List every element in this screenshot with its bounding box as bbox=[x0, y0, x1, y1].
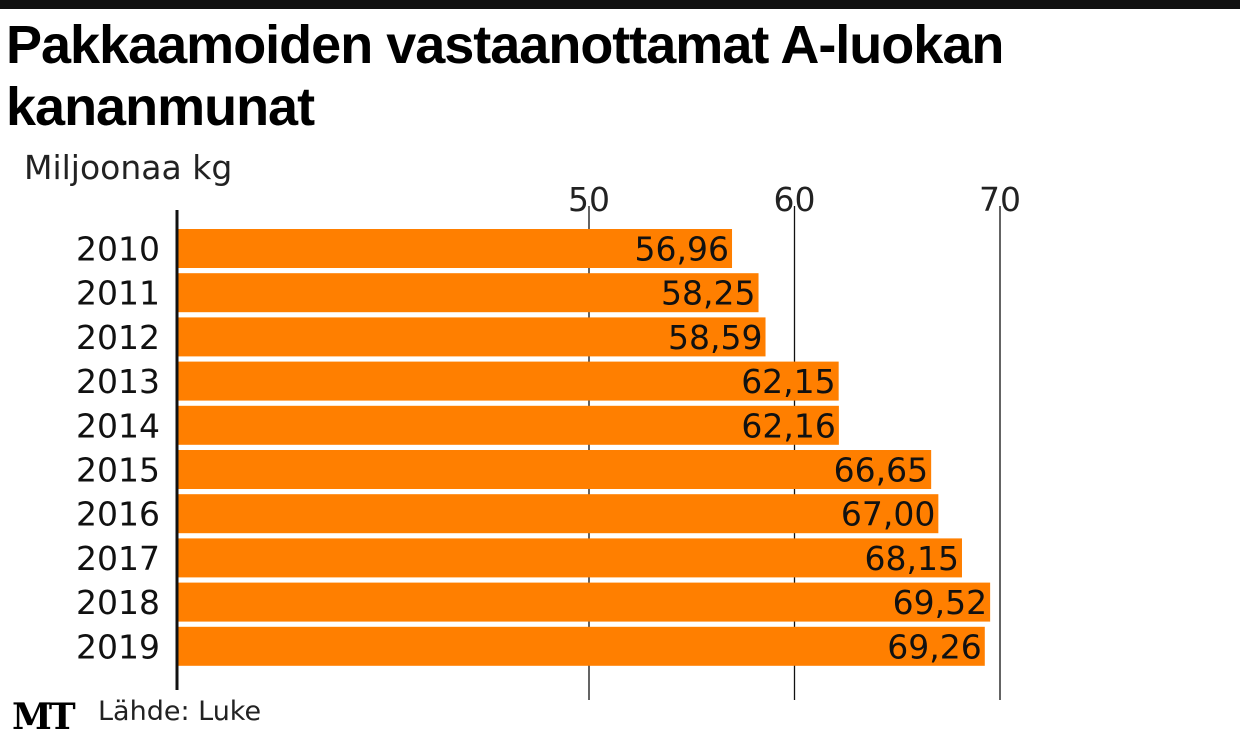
bar-2015 bbox=[178, 450, 932, 489]
category-label: 2018 bbox=[76, 583, 160, 622]
bar-2018 bbox=[178, 582, 991, 622]
bar-2016 bbox=[178, 494, 939, 534]
bars bbox=[178, 229, 991, 666]
category-label: 2017 bbox=[76, 539, 160, 578]
mt-logo: MT bbox=[12, 696, 76, 738]
chart-title: Pakkaamoiden vastaanottamat A-luokan kan… bbox=[6, 15, 1004, 137]
value-label: 69,52 bbox=[893, 583, 987, 622]
value-label: 62,16 bbox=[741, 406, 835, 445]
x-tick-label: 70 bbox=[979, 180, 1021, 219]
category-label: 2014 bbox=[76, 406, 160, 445]
value-label: 58,25 bbox=[661, 274, 755, 313]
source-label: Lähde: Luke bbox=[98, 696, 262, 727]
value-label: 62,15 bbox=[741, 362, 835, 401]
category-label: 2015 bbox=[76, 451, 160, 490]
bar-2013 bbox=[178, 361, 839, 401]
value-label: 67,00 bbox=[841, 495, 935, 534]
value-label: 68,15 bbox=[864, 539, 958, 578]
value-label: 69,26 bbox=[887, 627, 981, 666]
value-labels: 56,96 58,25 58,59 62,15 62,16 66,65 67,00 68,15… bbox=[635, 230, 988, 667]
value-label: 56,96 bbox=[635, 230, 729, 269]
unit-label: Miljoonaa kg bbox=[24, 148, 233, 187]
category-label: 2010 bbox=[76, 230, 160, 269]
category-label: 2016 bbox=[76, 495, 160, 534]
x-tick-labels: 50 60 70 bbox=[568, 180, 1021, 219]
value-label: 58,59 bbox=[668, 318, 762, 357]
category-label: 2013 bbox=[76, 362, 160, 401]
bar-2014 bbox=[178, 405, 839, 445]
bar-2012 bbox=[178, 317, 766, 357]
bar-2019 bbox=[178, 626, 985, 666]
top-rule bbox=[0, 0, 1240, 9]
x-tick-label: 50 bbox=[568, 180, 610, 219]
x-tick-label: 60 bbox=[774, 180, 816, 219]
category-label: 2019 bbox=[76, 627, 160, 666]
bar-2011 bbox=[178, 273, 759, 313]
category-label: 2012 bbox=[76, 318, 160, 357]
category-labels: 2010 2011 2012 2013 2014 2015 2016 2017 2018 2019 bbox=[76, 230, 160, 667]
category-label: 2011 bbox=[76, 274, 160, 313]
bar-2017 bbox=[178, 538, 962, 578]
bar-2010 bbox=[178, 229, 733, 268]
value-label: 66,65 bbox=[834, 451, 928, 490]
